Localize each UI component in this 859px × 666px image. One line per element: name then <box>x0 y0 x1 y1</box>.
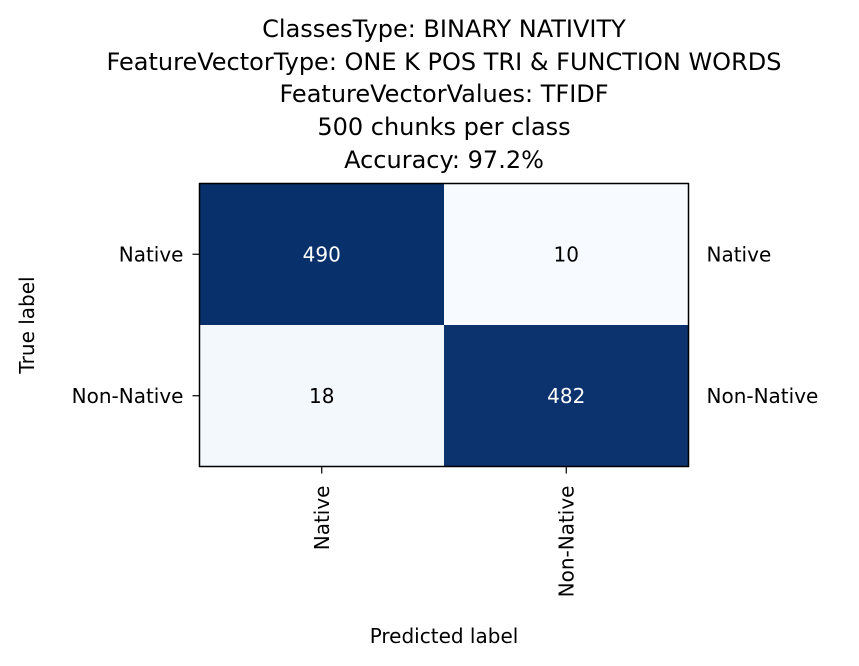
cell-value-label: 482 <box>547 384 585 408</box>
chart-title: ClassesType: BINARY NATIVITY FeatureVect… <box>107 15 782 174</box>
title-line-3: FeatureVectorValues: TFIDF <box>279 80 608 108</box>
title-line-5: Accuracy: 97.2% <box>344 146 544 174</box>
cell-value-label: 10 <box>554 242 579 266</box>
title-line-1: ClassesType: BINARY NATIVITY <box>262 15 626 43</box>
right-side-labels: Native Non-Native <box>707 242 819 408</box>
title-line-4: 500 chunks per class <box>317 113 570 141</box>
cell-value-label: 490 <box>303 242 341 266</box>
heatmap-cells <box>199 183 689 467</box>
heatmap-cell <box>444 325 689 467</box>
heatmap-cell-labels: 490 10 18 482 <box>303 242 586 408</box>
x-tick-label: Native <box>310 486 334 551</box>
right-label: Non-Native <box>707 384 819 408</box>
y-tick-label: Native <box>119 242 184 266</box>
y-axis: Native Non-Native <box>72 242 200 408</box>
heatmap-cell <box>444 183 689 326</box>
plot-frame <box>198 182 690 468</box>
heatmap-cell <box>199 183 445 326</box>
right-label: Native <box>707 242 772 266</box>
cell-value-label: 18 <box>309 384 334 408</box>
x-tick-label: Non-Native <box>554 486 578 598</box>
x-axis: Native Non-Native <box>310 466 578 598</box>
y-tick-label: Non-Native <box>72 384 184 408</box>
heatmap-cell <box>199 325 445 467</box>
title-line-2: FeatureVectorType: ONE K POS TRI & FUNCT… <box>107 48 782 76</box>
x-axis-label: Predicted label <box>370 624 519 648</box>
y-axis-label: True label <box>15 276 39 374</box>
